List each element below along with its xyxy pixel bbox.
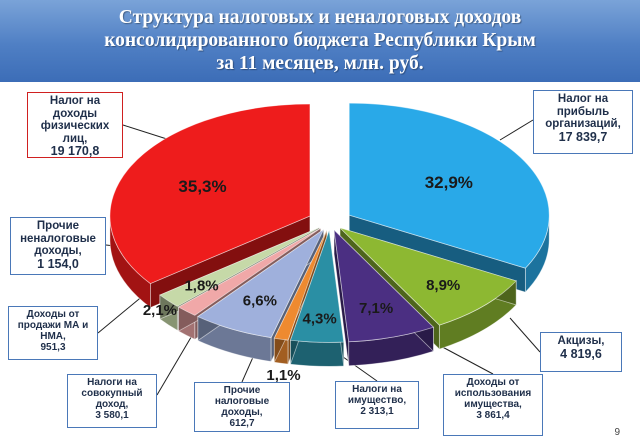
label-other-tax: Прочие налоговые доходы, 612,7 [194,382,290,432]
pie-slice-4 [273,230,328,341]
title-line-3: за 11 месяцев, млн. руб. [216,53,424,74]
pie-slice-3 [289,230,345,343]
pie-percent-label-0: 32,9% [425,173,473,192]
title-line-1: Структура налоговых и неналоговых доходо… [118,7,522,28]
pie-percent-label-4: 1,1% [266,367,300,384]
pie-slice-8 [109,103,311,285]
pie-percent-labels: 32,9% 8,9% 7,1% 4,3% 1,1% 6,6% 2,1% 1,8% 35,3% [143,173,473,384]
title-line-2: консолидированного бюджета Республики Кр… [104,30,536,51]
pie-slice-side-3-0 [290,339,345,367]
label-property: Налоги на имущество, 2 313,1 [335,381,419,429]
label-aggregate: Налоги на совокупный доход, 3 580,1 [67,374,157,428]
pie-percent-label-7: 1,8% [184,278,218,295]
pie-percent-label-1: 8,9% [426,277,460,294]
pie-slice-5 [197,228,325,338]
pie-slice-7 [159,227,320,307]
pie-percent-label-3: 4,3% [303,311,337,328]
pie-percent-label-2: 7,1% [359,300,393,317]
label-other-nontax: Прочие неналоговые доходы, 1 154,0 [10,217,106,275]
label-profit: Налог на прибыль организаций, 17 839,7 [533,90,633,154]
label-excise: Акцизы, 4 819,6 [540,332,622,372]
pie-slice-1 [339,227,517,326]
pie-percent-label-5: 6,6% [243,292,277,309]
pie-slice-2 [333,228,435,343]
pie-percent-label-6: 2,1% [143,302,177,319]
label-sale: Доходы от продажи МА и НМА, 951,3 [8,306,98,360]
pie-slices [109,102,550,367]
pie-slice-0 [348,102,550,269]
leader-line-0 [122,124,171,141]
page-number: 9 [614,427,620,438]
pie-slice-6 [177,227,321,316]
leader-line-8 [509,317,541,353]
label-use-property: Доходы от использования имущества, 3 861… [443,374,543,436]
slide-title: Структура налоговых и неналоговых доходо… [0,0,640,82]
leader-line-1 [499,119,534,141]
pie-percent-label-8: 35,3% [178,177,226,196]
label-ndfl: Налог на доходы физических лиц, 19 170,8 [27,92,123,158]
